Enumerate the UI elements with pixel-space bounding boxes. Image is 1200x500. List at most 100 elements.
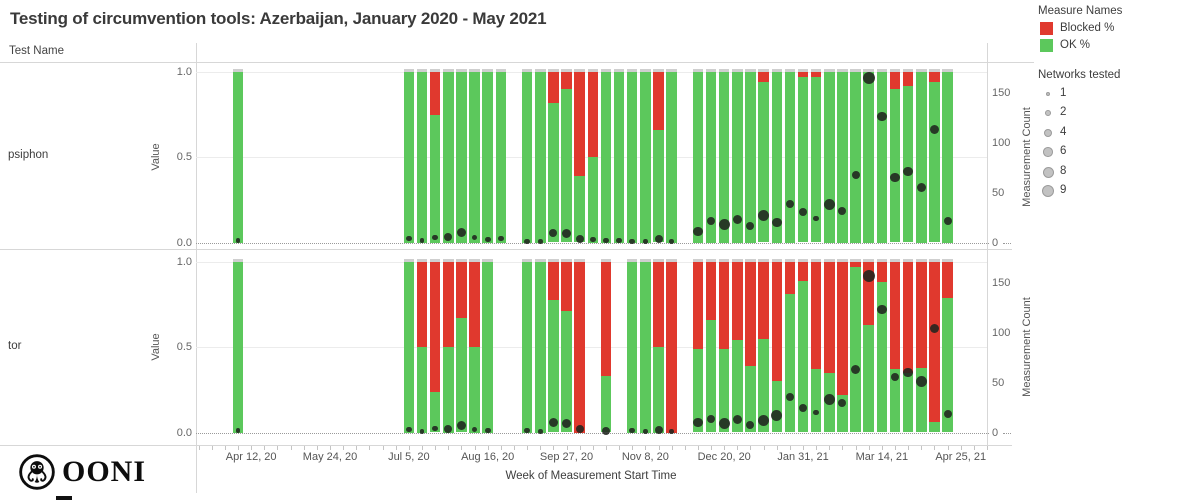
measurement-count-dot[interactable] xyxy=(693,226,703,237)
bar-tor-w15[interactable] xyxy=(429,259,441,433)
bar-tor-w54[interactable] xyxy=(942,259,953,433)
measurement-count-dot[interactable] xyxy=(444,232,453,241)
bar-tor-w44[interactable] xyxy=(810,259,822,433)
measurement-count-dot[interactable] xyxy=(471,426,478,433)
measurement-count-dot[interactable] xyxy=(549,228,558,237)
bar-psiphon-w35[interactable] xyxy=(692,69,704,243)
bar-tor-w50[interactable] xyxy=(889,259,901,433)
bar-psiphon-w19[interactable] xyxy=(482,69,493,243)
measurement-count-dot[interactable] xyxy=(561,418,572,429)
legend-network-size-2[interactable]: 2 xyxy=(1038,105,1158,121)
measurement-count-dot[interactable] xyxy=(405,235,412,242)
bar-psiphon-w37[interactable] xyxy=(718,69,730,243)
measurement-count-dot[interactable] xyxy=(432,234,439,241)
bar-psiphon-w32[interactable] xyxy=(653,69,664,243)
bar-tor-w14[interactable] xyxy=(416,259,428,433)
measurement-count-dot[interactable] xyxy=(654,425,663,434)
legend-network-size-4[interactable]: 4 xyxy=(1038,125,1158,141)
bar-tor-w24[interactable] xyxy=(548,259,559,433)
bar-psiphon-w36[interactable] xyxy=(705,69,717,243)
measurement-count-dot[interactable] xyxy=(629,238,636,245)
measurement-count-dot[interactable] xyxy=(799,403,808,412)
bar-tor-w16[interactable] xyxy=(443,259,454,433)
measurement-count-dot[interactable] xyxy=(771,410,783,421)
measurement-count-dot[interactable] xyxy=(799,207,808,216)
measurement-count-dot[interactable] xyxy=(419,429,425,434)
bar-tor-w45[interactable] xyxy=(824,259,835,433)
measurement-count-dot[interactable] xyxy=(929,124,940,135)
measurement-count-dot[interactable] xyxy=(654,234,663,243)
bar-psiphon-w24[interactable] xyxy=(548,69,559,243)
bar-psiphon-w20[interactable] xyxy=(495,69,507,243)
measurement-count-dot[interactable] xyxy=(823,394,835,405)
bar-tor-w26[interactable] xyxy=(574,259,585,433)
bar-psiphon-w54[interactable] xyxy=(942,69,953,243)
legend-network-size-9[interactable]: 9 xyxy=(1038,183,1158,199)
bar-tor-w22[interactable] xyxy=(521,259,533,433)
measurement-count-dot[interactable] xyxy=(732,214,743,225)
legend-network-size-6[interactable]: 6 xyxy=(1038,144,1158,160)
bar-tor-w0[interactable] xyxy=(232,259,244,433)
measurement-count-dot[interactable] xyxy=(484,236,491,243)
bar-psiphon-w52[interactable] xyxy=(916,69,927,243)
measurement-count-dot[interactable] xyxy=(548,417,559,428)
bar-psiphon-w33[interactable] xyxy=(666,69,677,243)
measurement-count-dot[interactable] xyxy=(929,323,940,334)
measurement-count-dot[interactable] xyxy=(616,237,622,244)
bar-psiphon-w26[interactable] xyxy=(574,69,585,243)
measurement-count-dot[interactable] xyxy=(575,234,584,243)
measurement-count-dot[interactable] xyxy=(669,429,674,434)
measurement-count-dot[interactable] xyxy=(497,235,504,242)
measurement-count-dot[interactable] xyxy=(862,71,875,84)
bar-psiphon-w46[interactable] xyxy=(837,69,848,243)
measurement-count-dot[interactable] xyxy=(629,427,636,434)
bar-psiphon-w44[interactable] xyxy=(810,69,822,243)
legend-network-size-8[interactable]: 8 xyxy=(1038,164,1158,180)
bar-tor-w30[interactable] xyxy=(626,259,638,433)
legend-item-ok-[interactable]: OK % xyxy=(1038,38,1158,54)
measurement-count-dot[interactable] xyxy=(537,239,543,244)
measurement-count-dot[interactable] xyxy=(524,427,530,434)
bar-tor-w39[interactable] xyxy=(745,259,756,433)
bar-psiphon-w27[interactable] xyxy=(587,69,599,243)
bar-tor-w31[interactable] xyxy=(640,259,651,433)
bar-psiphon-w47[interactable] xyxy=(850,69,861,243)
legend-network-size-1[interactable]: 1 xyxy=(1038,86,1158,102)
bar-psiphon-w53[interactable] xyxy=(929,69,940,243)
bar-psiphon-w14[interactable] xyxy=(416,69,428,243)
measurement-count-dot[interactable] xyxy=(432,425,439,432)
bar-psiphon-w41[interactable] xyxy=(771,69,783,243)
measurement-count-dot[interactable] xyxy=(746,420,755,429)
bar-tor-w19[interactable] xyxy=(482,259,493,433)
bar-tor-w28[interactable] xyxy=(600,259,612,433)
bar-tor-w52[interactable] xyxy=(916,259,927,433)
measurement-count-dot[interactable] xyxy=(823,199,835,210)
measurement-count-dot[interactable] xyxy=(851,170,860,179)
bar-psiphon-w18[interactable] xyxy=(469,69,480,243)
measurement-count-dot[interactable] xyxy=(771,217,782,228)
measurement-count-dot[interactable] xyxy=(877,111,887,122)
measurement-count-dot[interactable] xyxy=(589,236,596,243)
bar-psiphon-w22[interactable] xyxy=(521,69,533,243)
bar-psiphon-w30[interactable] xyxy=(626,69,638,243)
bar-psiphon-w39[interactable] xyxy=(745,69,756,243)
measurement-count-dot[interactable] xyxy=(903,367,913,378)
bar-psiphon-w43[interactable] xyxy=(797,69,809,243)
measurement-count-dot[interactable] xyxy=(524,238,530,245)
bar-tor-w46[interactable] xyxy=(837,259,848,433)
measurement-count-dot[interactable] xyxy=(915,376,927,387)
measurement-count-dot[interactable] xyxy=(707,216,716,225)
bar-tor-w33[interactable] xyxy=(666,259,677,433)
measurement-count-dot[interactable] xyxy=(785,392,794,401)
measurement-count-dot[interactable] xyxy=(877,304,887,315)
bar-psiphon-w45[interactable] xyxy=(824,69,835,243)
measurement-count-dot[interactable] xyxy=(943,409,952,418)
bar-psiphon-w29[interactable] xyxy=(613,69,625,243)
measurement-count-dot[interactable] xyxy=(943,216,952,225)
bar-psiphon-w25[interactable] xyxy=(561,69,572,243)
measurement-count-dot[interactable] xyxy=(862,269,875,282)
measurement-count-dot[interactable] xyxy=(813,409,820,416)
bar-psiphon-w42[interactable] xyxy=(784,69,796,243)
bar-psiphon-w40[interactable] xyxy=(758,69,769,243)
measurement-count-dot[interactable] xyxy=(456,420,467,431)
